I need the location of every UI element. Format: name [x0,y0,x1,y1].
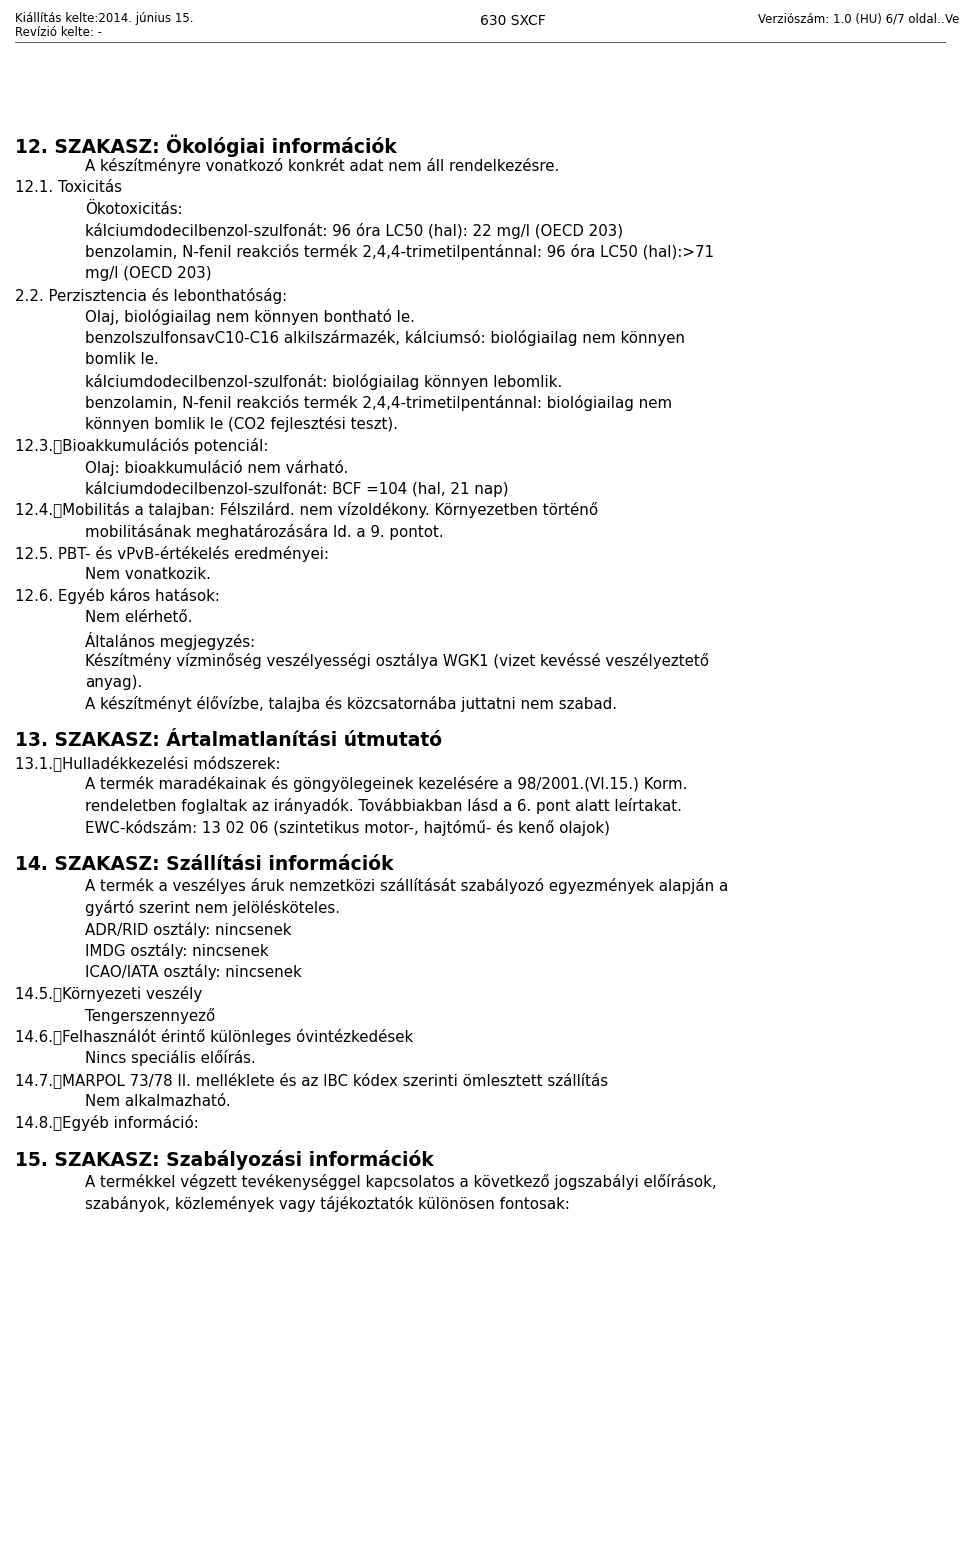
Text: 12.5. PBT- és vPvB-értékelés eredményei:: 12.5. PBT- és vPvB-értékelés eredményei: [15,546,329,562]
Text: rendeletben foglaltak az irányadók. Továbbiakban lásd a 6. pont alatt leírtakat.: rendeletben foglaltak az irányadók. Tová… [85,799,682,814]
Text: 13.1.	Hulladékkezelési módszerek:: 13.1. Hulladékkezelési módszerek: [15,755,280,771]
Text: kálciumdodecilbenzol-szulfonát: BCF =104 (hal, 21 nap): kálciumdodecilbenzol-szulfonát: BCF =104… [85,480,509,498]
Text: Revízió kelte: -: Revízió kelte: - [15,27,102,39]
Text: A készítményre vonatkozó konkrét adat nem áll rendelkezésre.: A készítményre vonatkozó konkrét adat ne… [85,159,560,175]
Text: EWC-kódszám: 13 02 06 (szintetikus motor-, hajtómű- és kenő olajok): EWC-kódszám: 13 02 06 (szintetikus motor… [85,819,610,836]
Text: Olaj, biológiailag nem könnyen bontható le.: Olaj, biológiailag nem könnyen bontható … [85,309,415,324]
Text: IMDG osztály: nincsenek: IMDG osztály: nincsenek [85,942,269,959]
Text: 14.8.	Egyéb információ:: 14.8. Egyéb információ: [15,1115,199,1131]
Text: 14.5.	Környezeti veszély: 14.5. Környezeti veszély [15,986,203,1002]
Text: Tengerszennyező: Tengerszennyező [85,1008,215,1023]
Text: benzolszulfonsavC10-C16 alkilszármazék, kálciumsó: biológiailag nem könnyen: benzolszulfonsavC10-C16 alkilszármazék, … [85,331,685,346]
Text: Verziószám: 1.0 (HU) 6/7 oldal..: Verziószám: 1.0 (HU) 6/7 oldal.. [758,12,945,25]
Text: mobilitásának meghatározására ld. a 9. pontot.: mobilitásának meghatározására ld. a 9. p… [85,524,444,540]
Text: 2.2. Perzisztencia és lebonthatóság:: 2.2. Perzisztencia és lebonthatóság: [15,287,287,304]
Text: benzolamin, N-fenil reakciós termék 2,4,4-trimetilpentánnal: 96 óra LC50 (hal):>: benzolamin, N-fenil reakciós termék 2,4,… [85,245,714,261]
Text: mg/l (OECD 203): mg/l (OECD 203) [85,267,211,281]
Text: Nem elérhető.: Nem elérhető. [85,610,192,626]
Text: benzolamin, N-fenil reakciós termék 2,4,4-trimetilpentánnal: biológiailag nem: benzolamin, N-fenil reakciós termék 2,4,… [85,395,672,410]
Text: gyártó szerint nem jelölésköteles.: gyártó szerint nem jelölésköteles. [85,900,340,916]
Text: ICAO/IATA osztály: nincsenek: ICAO/IATA osztály: nincsenek [85,964,301,981]
Text: 14.6.	Felhasználót érintő különleges óvintézkedések: 14.6. Felhasználót érintő különleges óvi… [15,1030,413,1045]
Text: 13. SZAKASZ: Ártalmatlanítási útmutató: 13. SZAKASZ: Ártalmatlanítási útmutató [15,732,442,750]
Text: 12.4.	Mobilitás a talajban: Félszilárd. nem vízoldékony. Környezetben történő: 12.4. Mobilitás a talajban: Félszilárd. … [15,502,598,518]
Text: anyag).: anyag). [85,674,142,690]
Text: 15. SZAKASZ: Szabályozási információk: 15. SZAKASZ: Szabályozási információk [15,1151,434,1170]
Text: Nincs speciális előírás.: Nincs speciális előírás. [85,1050,255,1067]
Text: Általános megjegyzés:: Általános megjegyzés: [85,632,255,649]
Text: kálciumdodecilbenzol-szulfonát: 96 óra LC50 (hal): 22 mg/l (OECD 203): kálciumdodecilbenzol-szulfonát: 96 óra L… [85,223,623,239]
Text: Ökotoxicitás:: Ökotoxicitás: [85,201,182,217]
Text: ADR/RID osztály: nincsenek: ADR/RID osztály: nincsenek [85,922,292,938]
Text: A termék a veszélyes áruk nemzetközi szállítását szabályozó egyezmények alapján : A termék a veszélyes áruk nemzetközi szá… [85,878,729,894]
Text: Olaj: bioakkumuláció nem várható.: Olaj: bioakkumuláció nem várható. [85,460,348,476]
Text: 12.3.	Bioakkumulációs potenciál:: 12.3. Bioakkumulációs potenciál: [15,438,269,454]
Text: 14.7.	MARPOL 73/78 II. melléklete és az IBC kódex szerinti ömlesztett szállítás: 14.7. MARPOL 73/78 II. melléklete és az … [15,1072,608,1087]
Text: Nem alkalmazható.: Nem alkalmazható. [85,1094,230,1109]
Text: A készítményt élővízbe, talajba és közcsatornába juttatni nem szabad.: A készítményt élővízbe, talajba és közcs… [85,696,617,711]
Text: Készítmény vízminőség veszélyességi osztálya WGK1 (vizet kevéssé veszélyeztető: Készítmény vízminőség veszélyességi oszt… [85,654,709,669]
Text: A termék maradékainak és göngyölegeinek kezelésére a 98/2001.(VI.15.) Korm.: A termék maradékainak és göngyölegeinek … [85,777,687,792]
Text: 12.1. Toxicitás: 12.1. Toxicitás [15,179,122,195]
Text: A termékkel végzett tevékenységgel kapcsolatos a következő jogszabályi előírások: A termékkel végzett tevékenységgel kapcs… [85,1175,716,1190]
Text: Nem vonatkozik.: Nem vonatkozik. [85,566,211,582]
Text: 14. SZAKASZ: Szállítási információk: 14. SZAKASZ: Szállítási információk [15,855,394,874]
Text: 12.6. Egyéb káros hatások:: 12.6. Egyéb káros hatások: [15,588,220,604]
Text: 12. SZAKASZ: Ökológiai információk: 12. SZAKASZ: Ökológiai információk [15,136,396,158]
Text: Kiállítás kelte:2014. június 15.: Kiállítás kelte:2014. június 15. [15,12,194,25]
Text: szabányok, közlemények vagy tájékoztatók különösen fontosak:: szabányok, közlemények vagy tájékoztatók… [85,1195,570,1212]
Text: 630 SXCF: 630 SXCF [480,14,545,28]
Text: kálciumdodecilbenzol-szulfonát: biológiailag könnyen lebomlik.: kálciumdodecilbenzol-szulfonát: biológia… [85,373,563,390]
Text: könnyen bomlik le (CO2 fejlesztési teszt).: könnyen bomlik le (CO2 fejlesztési teszt… [85,417,398,432]
Text: Verziószám: 1.0 (HU) 6/7 oldal..: Verziószám: 1.0 (HU) 6/7 oldal.. [945,12,960,25]
Text: bomlik le.: bomlik le. [85,353,158,367]
